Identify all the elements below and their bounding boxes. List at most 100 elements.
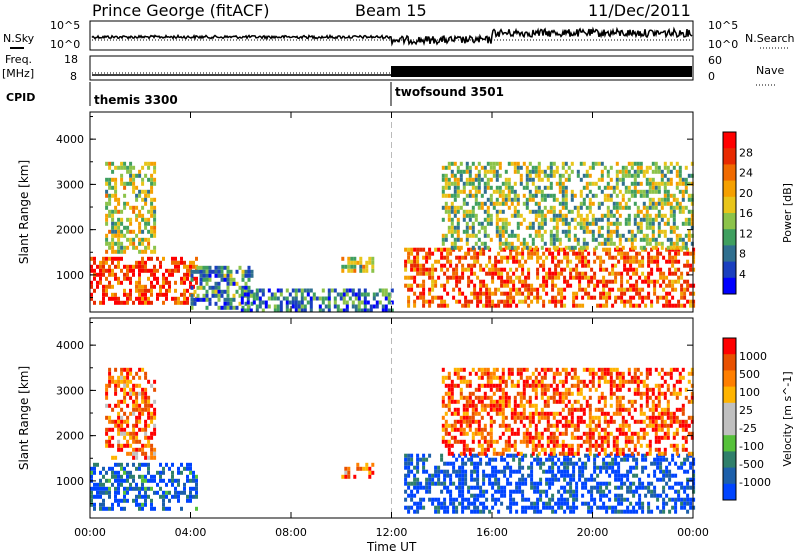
echo-cell (117, 165, 121, 170)
echo-cell (440, 453, 444, 458)
echo-cell (563, 247, 567, 252)
echo-cell (384, 304, 388, 309)
echo-cell (144, 486, 147, 491)
echo-cell (543, 185, 547, 190)
echo-cell (447, 395, 451, 400)
echo-cell (495, 367, 499, 372)
echo-cell (312, 292, 316, 297)
echo-cell (105, 189, 109, 194)
echo-cell (536, 295, 540, 300)
echo-cell (126, 169, 130, 174)
echo-cell (642, 431, 646, 436)
echo-cell (513, 209, 517, 214)
echo-cell (450, 229, 454, 234)
echo-cell (458, 493, 462, 498)
echo-cell (450, 205, 454, 210)
echo-cell (347, 268, 351, 273)
echo-cell (690, 161, 694, 166)
echo-cell (294, 308, 298, 313)
echo-cell (645, 177, 649, 182)
echo-cell (135, 466, 138, 471)
echo-cell (618, 241, 622, 246)
echo-cell (588, 439, 592, 444)
echo-cell (563, 267, 567, 272)
echo-cell (519, 375, 523, 380)
echo-cell (593, 497, 597, 502)
echo-cell (651, 189, 655, 194)
echo-cell (636, 229, 640, 234)
echo-cell (690, 391, 694, 396)
echo-cell (276, 308, 280, 313)
echo-cell (578, 259, 582, 264)
echo-cell (546, 383, 550, 388)
echo-cell (663, 165, 667, 170)
echo-cell (564, 161, 568, 166)
echo-cell (587, 263, 591, 268)
echo-cell (618, 213, 622, 218)
echo-cell (518, 489, 522, 494)
echo-cell (644, 275, 648, 280)
echo-cell (540, 411, 544, 416)
echo-cell (626, 279, 630, 284)
echo-cell (489, 185, 493, 190)
echo-cell (516, 165, 520, 170)
echo-cell (327, 296, 331, 301)
echo-cell (483, 233, 487, 238)
echo-cell (542, 461, 546, 466)
echo-cell (507, 189, 511, 194)
colorbar-tick-label: 16 (739, 207, 753, 220)
echo-cell (428, 473, 432, 478)
echo-cell (555, 225, 559, 230)
echo-cell (102, 260, 105, 265)
echo-cell (498, 375, 502, 380)
echo-cell (440, 481, 444, 486)
echo-cell (90, 296, 93, 301)
echo-cell (605, 493, 609, 498)
echo-cell (618, 399, 622, 404)
echo-cell (620, 299, 624, 304)
echo-cell (132, 177, 136, 182)
echo-cell (521, 493, 525, 498)
echo-cell (569, 461, 573, 466)
echo-cell (141, 205, 145, 210)
echo-cell (651, 205, 655, 210)
echo-cell (486, 169, 490, 174)
echo-cell (471, 419, 475, 424)
echo-cell (270, 292, 274, 297)
echo-cell (180, 256, 183, 261)
echo-cell (669, 237, 673, 242)
echo-cell (132, 229, 136, 234)
echo-cell (138, 415, 142, 420)
echo-cell (692, 473, 696, 478)
echo-cell (659, 267, 663, 272)
echo-cell (489, 407, 493, 412)
echo-cell (114, 478, 117, 483)
echo-cell (318, 304, 322, 309)
echo-cell (440, 299, 444, 304)
echo-cell (681, 205, 685, 210)
echo-cell (609, 237, 613, 242)
echo-cell (491, 505, 495, 510)
echo-cell (444, 201, 448, 206)
echo-cell (620, 283, 624, 288)
echo-cell (144, 237, 148, 242)
echo-cell (525, 197, 529, 202)
echo-cell (648, 367, 652, 372)
echo-cell (459, 379, 463, 384)
echo-cell (138, 229, 142, 234)
echo-cell (615, 205, 619, 210)
echo-cell (534, 209, 538, 214)
echo-cell (600, 241, 604, 246)
colorbar-swatch (723, 196, 736, 214)
echo-cell (642, 205, 646, 210)
echo-cell (666, 177, 670, 182)
echo-cell (600, 375, 604, 380)
echo-cell (519, 181, 523, 186)
echo-cell (350, 260, 354, 265)
echo-cell (456, 205, 460, 210)
echo-cell (444, 383, 448, 388)
echo-cell (557, 505, 561, 510)
echo-cell (533, 485, 537, 490)
echo-cell (482, 279, 486, 284)
echo-cell (597, 367, 601, 372)
